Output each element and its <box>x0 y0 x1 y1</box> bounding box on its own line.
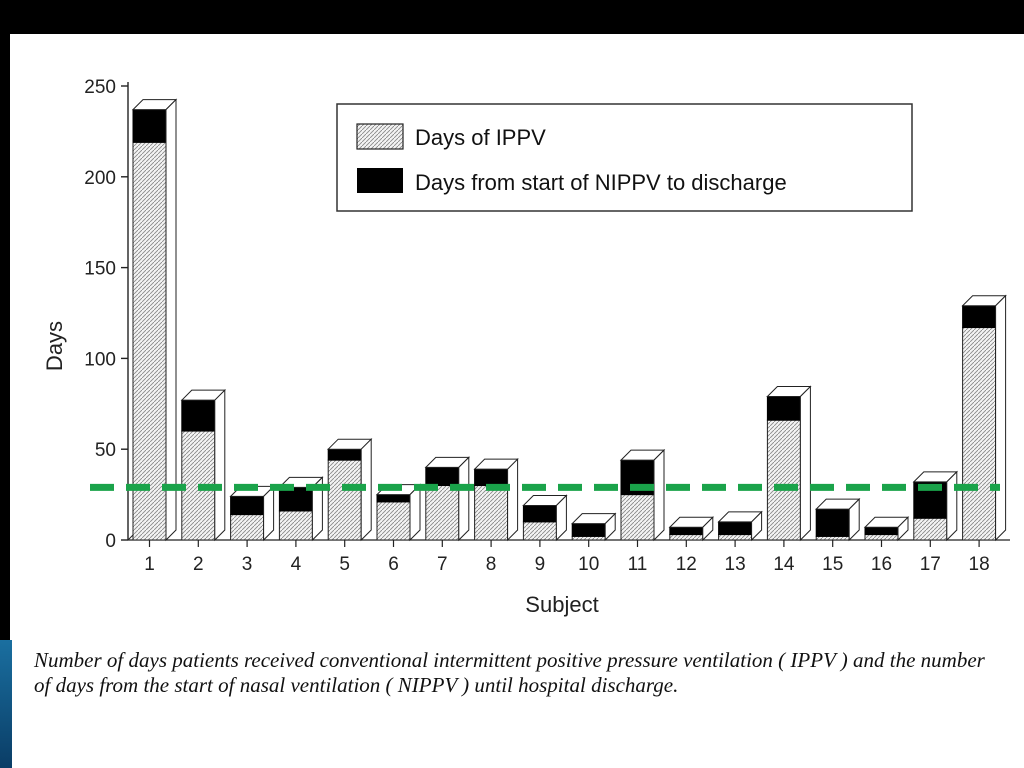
bar-ippv <box>132 141 167 541</box>
x-tick-label: 1 <box>144 554 155 575</box>
y-tick-label: 50 <box>95 440 116 461</box>
bar-nippv <box>132 109 167 143</box>
bar-ippv <box>327 459 362 541</box>
bar-ippv <box>474 485 509 541</box>
bar-ippv <box>962 327 997 541</box>
bar-side-face <box>311 476 323 542</box>
x-tick-label: 7 <box>437 554 448 575</box>
bar-side-face <box>165 98 177 542</box>
bar-ippv <box>815 535 850 541</box>
bar-ippv <box>571 535 606 541</box>
x-tick-label: 2 <box>193 554 204 575</box>
bar-side-face <box>604 512 616 542</box>
bar-nippv <box>522 504 557 523</box>
x-tick-label: 13 <box>725 554 746 575</box>
bar-nippv <box>230 495 265 516</box>
bar-side-face <box>848 497 860 542</box>
x-tick-label: 17 <box>920 554 941 575</box>
x-tick-label: 6 <box>388 554 399 575</box>
bar-nippv <box>425 466 460 487</box>
x-tick-label: 5 <box>339 554 350 575</box>
bar-ippv <box>278 510 313 541</box>
legend: Days of IPPV Days from start of NIPPV to… <box>336 103 913 212</box>
legend-swatch-ippv <box>356 123 404 150</box>
x-tick-label: 8 <box>486 554 497 575</box>
bar-ippv <box>425 485 460 541</box>
bar-side-face <box>458 456 470 542</box>
bar-ippv <box>230 514 265 541</box>
bar-nippv <box>181 399 216 432</box>
y-tick-label: 250 <box>84 77 116 98</box>
bar-ippv <box>718 534 753 541</box>
x-tick-label: 4 <box>291 554 302 575</box>
bar-ippv <box>522 521 557 541</box>
legend-label-ippv: Days of IPPV <box>415 125 546 150</box>
bar-ippv <box>913 517 948 541</box>
x-axis-title: Subject <box>525 592 598 617</box>
bar-side-face <box>995 294 1007 542</box>
bar-side-face <box>263 485 275 542</box>
bar-side-face <box>751 510 763 542</box>
x-tick-label: 14 <box>773 554 795 575</box>
legend-box <box>336 103 913 212</box>
legend-label-nippv: Days from start of NIPPV to discharge <box>415 170 787 195</box>
y-axis-title: Days <box>42 321 67 371</box>
bar-side-face <box>946 470 958 542</box>
slide-edge-accent <box>0 640 12 768</box>
bar-side-face <box>702 516 714 542</box>
bar-ippv <box>864 534 899 541</box>
bar-nippv <box>864 526 899 536</box>
bar-nippv <box>474 468 509 487</box>
bar-ippv <box>766 419 801 541</box>
bar-side-face <box>897 516 909 542</box>
x-tick-label: 15 <box>822 554 843 575</box>
bar-nippv <box>766 396 801 421</box>
bar-nippv <box>376 494 411 503</box>
bar-nippv <box>278 486 313 512</box>
legend-swatch-nippv <box>357 168 403 193</box>
bar-ippv <box>376 501 411 541</box>
bar-nippv <box>571 523 606 537</box>
x-tick-label: 16 <box>871 554 892 575</box>
x-tick-label: 18 <box>969 554 990 575</box>
bar-ippv <box>620 494 655 541</box>
bar-side-face <box>799 385 811 542</box>
bar-side-face <box>214 388 226 542</box>
bar-nippv <box>815 508 850 537</box>
bar-side-face <box>507 457 519 542</box>
bar-nippv <box>718 521 753 536</box>
y-tick-label: 200 <box>84 168 116 189</box>
bar-side-face <box>653 448 665 542</box>
bar-nippv <box>327 448 362 461</box>
bar-side-face <box>555 494 567 542</box>
figure-caption: Number of days patients received convent… <box>34 648 985 697</box>
bar-nippv <box>669 526 704 536</box>
bar-nippv <box>962 305 997 329</box>
y-tick-label: 0 <box>105 531 116 552</box>
bar-ippv <box>669 534 704 541</box>
x-tick-label: 10 <box>578 554 599 575</box>
slide: 0 50 100 150 200 250 1 2 3 4 5 6 7 8 9 10 11 12 13 14 15 16 17… <box>10 34 1024 768</box>
x-tick-label: 12 <box>676 554 697 575</box>
x-tick-label: 11 <box>628 554 648 575</box>
bar-side-face <box>409 483 421 542</box>
y-tick-label: 100 <box>84 349 116 370</box>
bar-side-face <box>360 437 372 542</box>
y-tick-label: 150 <box>84 259 116 280</box>
x-tick-label: 9 <box>535 554 546 575</box>
x-tick-label: 3 <box>242 554 253 575</box>
